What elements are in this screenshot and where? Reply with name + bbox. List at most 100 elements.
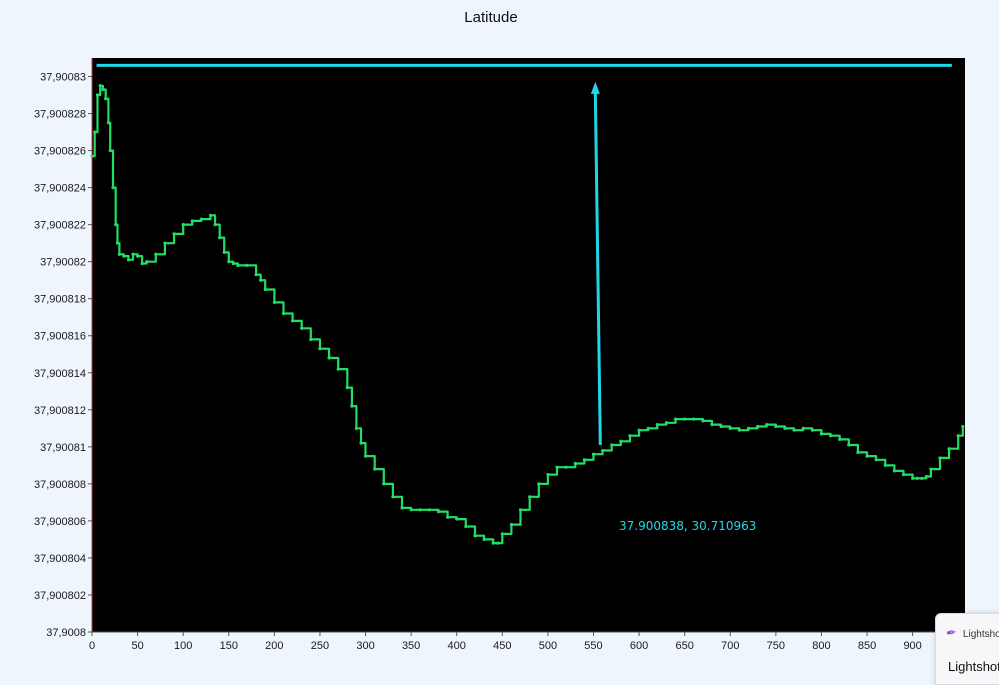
data-point	[901, 473, 906, 477]
y-tick-label: 37,900802	[34, 590, 86, 602]
x-tick-label: 900	[903, 640, 921, 652]
data-point	[245, 263, 249, 267]
data-point	[683, 417, 687, 421]
data-point	[309, 337, 313, 342]
y-tick-label: 37,900828	[34, 109, 86, 121]
data-point	[920, 476, 924, 480]
series-layer	[90, 84, 965, 545]
data-point	[765, 423, 769, 427]
y-tick-label: 37,90082	[40, 257, 86, 269]
y-tick-label: 37,90081	[40, 442, 86, 454]
y-tick-label: 37,900804	[34, 553, 86, 565]
data-point	[409, 508, 413, 512]
data-point	[190, 219, 194, 223]
x-tick-label: 600	[630, 640, 648, 652]
data-point	[101, 87, 105, 92]
data-point	[838, 437, 842, 442]
x-tick-label: 400	[448, 640, 466, 652]
data-point	[363, 454, 368, 458]
lightshot-notification[interactable]: ✒Lightshot Lightshot	[935, 613, 999, 685]
data-point	[318, 347, 322, 351]
annotation-layer: 37.900838, 30.710963	[96, 63, 952, 533]
data-point	[692, 417, 696, 421]
data-point	[208, 213, 213, 217]
data-point	[883, 463, 887, 467]
data-point	[473, 534, 477, 538]
data-point	[500, 532, 504, 536]
x-tick-label: 50	[131, 640, 143, 652]
data-point	[98, 84, 102, 88]
data-point	[673, 417, 678, 421]
data-point	[746, 426, 751, 430]
chart-title: Latitude	[464, 9, 517, 26]
y-tick-label: 37,900818	[34, 294, 86, 306]
notification-app-label: Lightshot	[962, 629, 999, 640]
data-point	[664, 421, 669, 425]
data-point	[154, 252, 158, 256]
data-point	[546, 473, 550, 477]
data-point	[874, 458, 878, 462]
data-point	[145, 260, 149, 264]
data-point	[828, 434, 833, 438]
data-point	[464, 524, 468, 529]
data-point	[106, 121, 111, 125]
data-point	[382, 482, 386, 486]
data-point	[528, 495, 532, 499]
data-point	[290, 319, 295, 323]
x-tick-label: 550	[584, 640, 602, 652]
data-point	[400, 506, 404, 510]
data-point	[646, 426, 650, 430]
data-point	[701, 419, 705, 423]
data-point	[601, 448, 605, 453]
data-point	[865, 454, 869, 458]
y-tick-label: 37,900806	[34, 516, 86, 528]
data-point	[737, 428, 741, 432]
data-point	[591, 452, 596, 456]
data-point	[218, 236, 222, 240]
data-point	[436, 510, 441, 514]
data-point	[231, 261, 235, 266]
data-point	[728, 426, 732, 430]
data-point	[300, 326, 304, 330]
x-tick-label: 0	[89, 640, 95, 652]
data-point	[172, 232, 176, 236]
data-point	[555, 465, 559, 469]
data-point	[131, 252, 135, 256]
x-tick-label: 450	[493, 640, 511, 652]
x-tick-label: 650	[675, 640, 693, 652]
data-point	[111, 186, 115, 190]
data-point	[783, 426, 787, 430]
data-point	[564, 465, 568, 469]
data-point	[756, 424, 760, 429]
data-point	[774, 424, 778, 429]
data-point	[496, 541, 500, 545]
data-point	[391, 495, 395, 499]
data-point	[272, 300, 276, 305]
data-point	[924, 474, 928, 479]
data-point	[108, 148, 112, 153]
data-point	[227, 260, 231, 264]
annotation-arrow-head	[590, 81, 600, 94]
data-point	[373, 467, 377, 471]
data-point	[93, 130, 97, 134]
data-point	[254, 273, 258, 277]
data-point	[610, 443, 614, 447]
data-point	[792, 428, 796, 432]
data-point	[359, 441, 363, 445]
data-point	[126, 258, 131, 262]
data-point	[115, 241, 120, 245]
data-point	[956, 434, 960, 438]
data-point	[573, 461, 577, 466]
data-point	[259, 278, 263, 282]
data-point	[455, 517, 459, 521]
data-point	[710, 423, 714, 427]
data-point	[336, 367, 340, 371]
x-axis-ticks: 0 50 100 150 200 250 300 350 400 450 500 550 600 650 7…	[89, 632, 922, 652]
data-point	[354, 426, 359, 430]
data-point	[327, 356, 331, 360]
data-point	[114, 223, 118, 227]
data-point	[117, 252, 121, 256]
y-tick-label: 37,900808	[34, 479, 86, 491]
data-point	[135, 254, 140, 258]
